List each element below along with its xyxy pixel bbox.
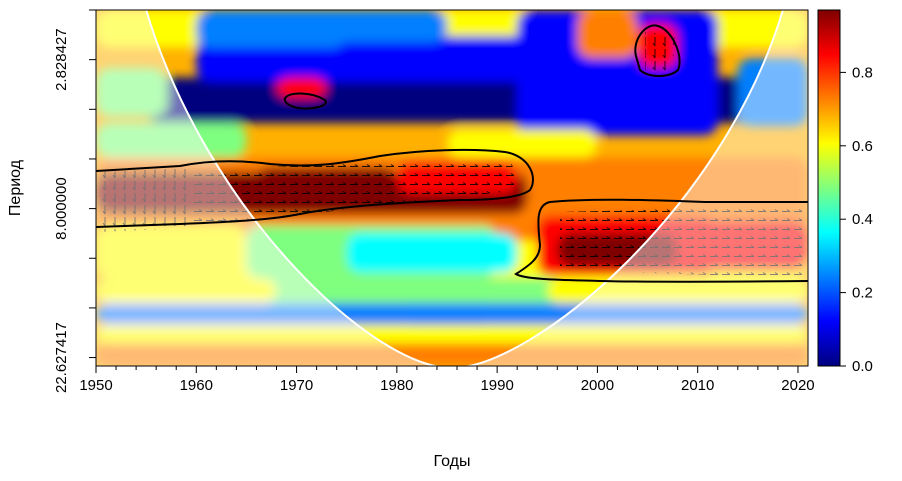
x-tick-label: 1990: [480, 377, 513, 394]
heat-cell-30: [96, 122, 247, 158]
contour-1992-2021: [514, 198, 808, 283]
y-axis: 2.828427 8.000000 22.627417: [53, 9, 96, 393]
contour-2006: [634, 24, 681, 77]
coi-shading: [96, 10, 808, 366]
x-tick-label: 1950: [79, 377, 112, 394]
phase-arrows-vertical: [100, 168, 190, 232]
colorbar-tick-label: 0.8: [852, 64, 873, 81]
colorbar-tick-label: 0.0: [852, 358, 873, 375]
x-axis-label: Годы: [434, 453, 471, 470]
y-tick-label: 8.000000: [53, 177, 70, 240]
x-tick-label: 2020: [781, 377, 814, 394]
plot-frame: [95, 9, 809, 367]
colorbar-tick-label: 0.2: [852, 285, 873, 302]
x-tick-label: 2010: [681, 377, 714, 394]
heat-cell-26: [396, 303, 498, 325]
phase-arrows-horizontal-1: [190, 158, 520, 224]
contour-1950-1993: [96, 148, 534, 228]
y-axis-label: Период: [7, 159, 24, 216]
x-tick-label: 1970: [280, 377, 313, 394]
phase-arrows-horizontal-2: [560, 206, 805, 278]
x-tick-label: 1980: [380, 377, 413, 394]
phase-arrows: [100, 32, 805, 278]
x-tick-label: 1960: [180, 377, 213, 394]
heat-cell-23: [96, 225, 247, 267]
contour-1970: [283, 92, 327, 110]
coi-boundary: [145, 10, 784, 366]
cone-of-influence: [96, 10, 808, 366]
heat-cell-25: [346, 233, 518, 273]
colorbar: 0.0 0.2 0.4 0.6 0.8: [817, 9, 873, 375]
heat-cell-13: [96, 68, 167, 117]
heat-cell-12: [577, 10, 638, 59]
phase-arrows-small: [645, 32, 675, 72]
heat-cell-29: [446, 129, 598, 158]
colorbar-ticks: 0.0 0.2 0.4 0.6 0.8: [840, 64, 873, 375]
heat-cell-5: [96, 324, 808, 344]
heat-cell-28: [547, 278, 808, 304]
colorbar-tick-label: 0.4: [852, 211, 873, 228]
heat-cell-27: [96, 278, 277, 304]
colorbar-gradient: [817, 9, 841, 367]
y-tick-label: 2.828427: [53, 28, 70, 91]
significance-contours: [96, 24, 808, 283]
heat-cell-14: [737, 58, 808, 127]
x-axis: 1950 1960 1970 1980 1990 2000 2010 2020: [79, 366, 815, 394]
heat-cell-11: [316, 10, 447, 42]
y-tick-label: 22.627417: [53, 322, 70, 393]
heat-cell-6: [96, 343, 808, 366]
heat-cell-21: [276, 77, 327, 99]
x-tick-label: 2000: [581, 377, 614, 394]
heat-cell-10: [196, 10, 347, 48]
colorbar-tick-label: 0.6: [852, 138, 873, 155]
